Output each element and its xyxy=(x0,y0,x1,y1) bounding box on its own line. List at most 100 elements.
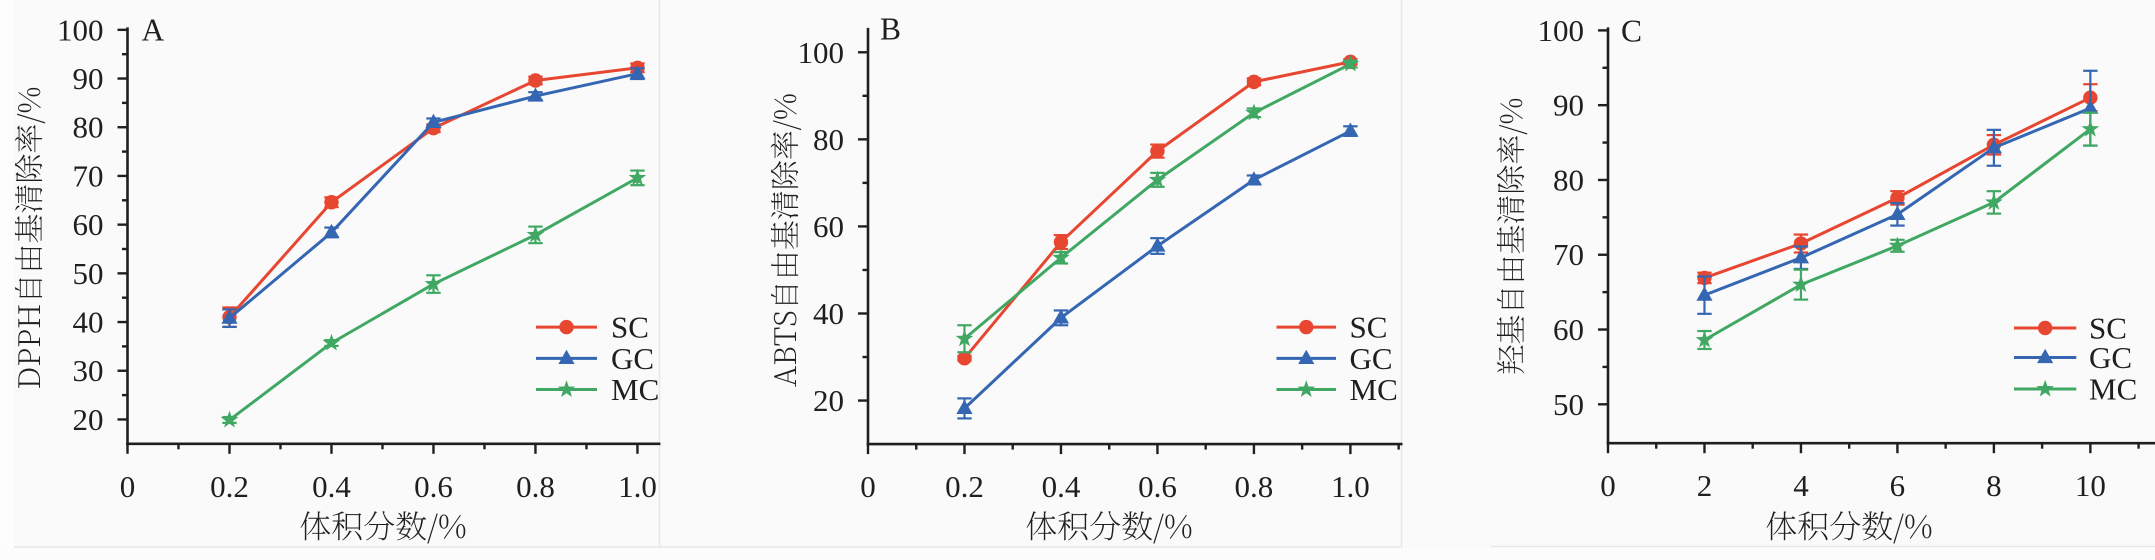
glyph xyxy=(332,511,362,541)
legend-label: SC xyxy=(2089,311,2127,346)
x-tick-label: 1.0 xyxy=(618,469,657,504)
marker-star-mc xyxy=(1985,193,2003,210)
y-tick-label: 100 xyxy=(57,12,104,47)
glyph xyxy=(773,120,802,131)
x-tick-label: 0.2 xyxy=(210,469,249,504)
glyph xyxy=(1165,514,1192,539)
series-gc xyxy=(956,122,1359,420)
y-tick-label: 90 xyxy=(73,61,104,96)
x-tick-label: 0 xyxy=(860,469,876,504)
marker-triangle-gc xyxy=(1052,309,1070,324)
glyph xyxy=(771,252,799,276)
glyph xyxy=(1153,513,1164,544)
marker-triangle-gc xyxy=(2082,99,2099,114)
x-tick-label: 0.4 xyxy=(1042,469,1081,504)
marker-triangle-gc xyxy=(1792,249,1810,264)
panel-letter: B xyxy=(880,12,901,47)
panel-a: 0 0.2 0.4 0.6 0.8 1.0 20 30 40 50 60 70 80 90 100 SCGCM… xyxy=(14,12,661,544)
marker-star-mc xyxy=(2081,119,2100,137)
marker-star-mc xyxy=(628,168,647,186)
y-tick-label: 80 xyxy=(813,122,844,157)
glyph xyxy=(1122,511,1153,541)
x-tick-label: 6 xyxy=(1890,468,1906,503)
glyph xyxy=(1497,315,1524,344)
x-tick-label: 0.8 xyxy=(516,469,555,504)
glyph xyxy=(770,161,799,188)
y-axis-title xyxy=(1496,98,1528,374)
legend-item-sc: SC xyxy=(2014,311,2127,346)
bottom-margin xyxy=(0,548,2155,560)
glyph xyxy=(18,349,40,366)
x-tick-label: 1.0 xyxy=(1331,469,1370,504)
glyph xyxy=(771,191,799,220)
axes: 0 0.2 0.4 0.6 0.8 1.0 20 30 40 50 60 70 80 90 100 xyxy=(57,12,661,504)
legend-marker-star xyxy=(2036,379,2054,397)
glyph xyxy=(1497,257,1525,281)
glyph xyxy=(771,284,799,304)
series-gc xyxy=(221,65,646,329)
legend-marker-triangle xyxy=(2037,348,2054,364)
glyph xyxy=(1905,514,1932,539)
marker-circle-sc xyxy=(1890,190,1905,206)
x-tick-label: 0.6 xyxy=(414,469,453,504)
glyph xyxy=(1830,511,1861,541)
marker-star-mc xyxy=(526,225,545,243)
legend-item-mc: MC xyxy=(1276,372,1398,407)
glyph xyxy=(1893,513,1904,544)
glyph xyxy=(1862,511,1893,541)
glyph xyxy=(774,365,796,387)
glyph xyxy=(15,246,43,270)
glyph xyxy=(1090,511,1121,541)
glyph xyxy=(15,185,43,213)
marker-star-mc xyxy=(424,274,443,292)
marker-star-mc xyxy=(1052,248,1070,266)
y-tick-label: 70 xyxy=(73,158,104,193)
marker-triangle-gc xyxy=(1889,205,1906,220)
legend-marker-triangle xyxy=(558,349,575,364)
glyph xyxy=(1497,225,1524,254)
glyph xyxy=(1496,136,1525,164)
marker-star-mc xyxy=(220,410,239,428)
marker-triangle-gc xyxy=(956,399,973,415)
marker-triangle-gc xyxy=(527,87,544,102)
glyph xyxy=(1496,165,1525,193)
glyph xyxy=(18,330,40,347)
y-tick-label: 90 xyxy=(1553,88,1584,123)
marker-circle-sc xyxy=(1246,74,1262,90)
x-tick-label: 0.4 xyxy=(312,469,351,504)
x-tick-label: 8 xyxy=(1986,468,2002,503)
glyph xyxy=(15,214,42,243)
series-mc xyxy=(1695,111,2100,351)
y-tick-label: 50 xyxy=(1553,387,1584,422)
y-tick-label: 80 xyxy=(73,110,104,145)
panel-letter: A xyxy=(142,13,165,48)
y-tick-label: 50 xyxy=(73,256,104,291)
y-tick-label: 30 xyxy=(73,353,104,388)
glyph xyxy=(18,305,40,328)
glyph xyxy=(14,154,43,182)
glyph xyxy=(396,511,427,541)
legend-label: MC xyxy=(611,372,659,407)
glyph xyxy=(1058,511,1088,541)
legend-label: GC xyxy=(611,341,654,376)
x-tick-label: 0 xyxy=(1600,468,1616,503)
glyph xyxy=(770,131,799,159)
x-tick-label: 0.6 xyxy=(1138,469,1177,504)
series-mc xyxy=(955,54,1360,354)
glyph xyxy=(364,511,395,541)
x-tick-label: 10 xyxy=(2075,468,2106,503)
legend-label: MC xyxy=(1350,372,1398,407)
y-tick-label: 60 xyxy=(813,209,844,244)
glyph xyxy=(18,87,41,113)
glyph xyxy=(1499,124,1528,135)
marker-triangle-gc xyxy=(1696,286,1713,301)
y-axis-title xyxy=(770,94,802,387)
glyph xyxy=(771,221,798,249)
axes: 0 0.2 0.4 0.6 0.8 1.0 20 40 60 80 100 xyxy=(798,27,1403,504)
marker-circle-sc xyxy=(324,195,339,210)
marker-star-mc xyxy=(1148,170,1167,188)
